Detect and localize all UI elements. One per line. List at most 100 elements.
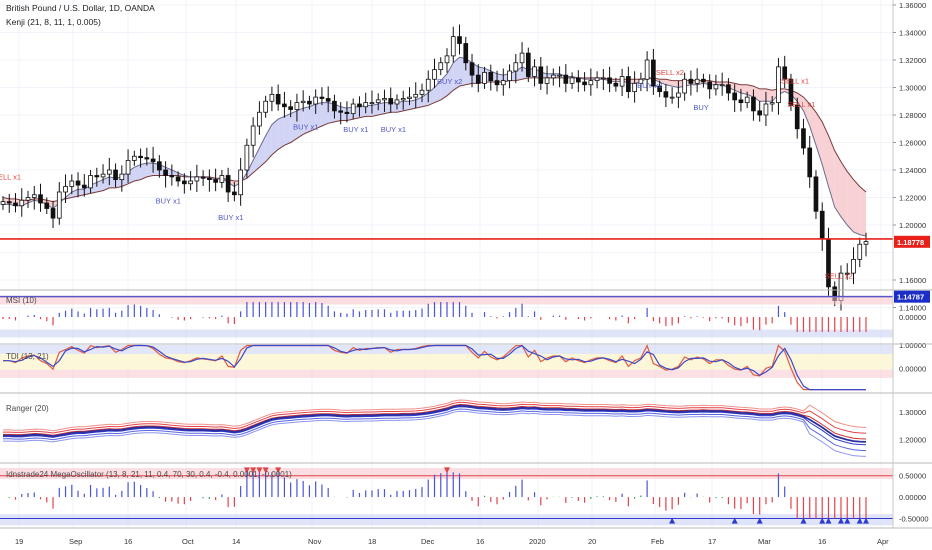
cloud-segment bbox=[390, 102, 397, 113]
time-axis-label: 17 bbox=[708, 537, 716, 546]
cloud-segment bbox=[371, 104, 379, 117]
candle-body bbox=[300, 100, 306, 104]
candle-body bbox=[269, 93, 275, 102]
price-candles bbox=[0, 24, 869, 311]
cloud-segment bbox=[171, 170, 179, 176]
mega-sell-arrow bbox=[262, 467, 269, 474]
candle-body bbox=[482, 71, 487, 84]
time-axis-label: 14 bbox=[232, 537, 240, 546]
candle-body bbox=[275, 93, 281, 105]
candle-body bbox=[638, 78, 644, 84]
cloud-segment bbox=[103, 176, 110, 191]
time-axis-label: 19 bbox=[15, 537, 23, 546]
candle-body bbox=[738, 99, 744, 104]
price-pane[interactable]: SELL x1 BUY x1 BUY x1 BUY x1 BUY x1 BUY x1 BUY… bbox=[0, 0, 909, 311]
cloud-segment bbox=[847, 171, 854, 232]
mega-buy-arrow bbox=[825, 517, 832, 524]
cloud-segment bbox=[740, 84, 748, 95]
candle-body bbox=[157, 161, 162, 171]
candle-body bbox=[75, 180, 81, 186]
candle-body bbox=[125, 159, 131, 175]
candle-body bbox=[363, 102, 369, 108]
ranger-band bbox=[3, 399, 867, 432]
candle-body bbox=[282, 103, 287, 108]
candle-body bbox=[338, 110, 344, 113]
signal-label: BUY x1 bbox=[293, 122, 318, 131]
time-axis-label: Mar bbox=[758, 537, 771, 546]
candle-body bbox=[131, 155, 137, 161]
candle-body bbox=[513, 62, 519, 72]
candle-body bbox=[94, 175, 100, 178]
candle-body bbox=[851, 258, 856, 274]
candle-body bbox=[257, 111, 262, 127]
candle-body bbox=[344, 111, 350, 115]
candle-body bbox=[550, 74, 556, 79]
candle-body bbox=[144, 157, 150, 160]
candle-body bbox=[644, 59, 650, 80]
signal-label: SELL x2 bbox=[825, 272, 853, 281]
axis-tick-label: 1.24000 bbox=[899, 166, 926, 175]
cloud-segment bbox=[365, 105, 372, 117]
candle-body bbox=[601, 77, 606, 80]
candle-body bbox=[113, 169, 118, 181]
candle-body bbox=[857, 243, 863, 260]
candle-body bbox=[69, 180, 75, 187]
candle-body bbox=[81, 184, 87, 189]
cloud-segment bbox=[409, 99, 416, 110]
time-axis[interactable]: 19 Sep 16 Oct 14 Nov 18 Dec 16 2020 20 Feb 17 Mar 16 Ap… bbox=[0, 529, 932, 550]
cloud-segment bbox=[321, 102, 329, 126]
msi-pane[interactable]: 0.00000 bbox=[0, 296, 926, 338]
cloud-segment bbox=[46, 200, 54, 209]
ranger-pane[interactable]: 1.30000 1.20000 bbox=[3, 399, 926, 457]
cloud-segment bbox=[747, 84, 754, 98]
cloud-segment bbox=[253, 148, 260, 173]
megaoscillator-pane[interactable]: 0.50000 0.00000 -0.50000 bbox=[0, 467, 929, 526]
candle-body bbox=[844, 272, 850, 275]
cloud-segment bbox=[453, 57, 460, 91]
candle-body bbox=[119, 173, 125, 181]
signal-label: SELL x1 bbox=[881, 0, 909, 2]
candle-body bbox=[657, 85, 662, 93]
cloud-segment bbox=[146, 163, 154, 177]
tdi-tick-label: 0.00000 bbox=[899, 365, 926, 374]
signal-label: BUY x1 bbox=[218, 213, 243, 222]
candle-body bbox=[250, 125, 256, 146]
candle-body bbox=[63, 186, 68, 193]
candle-body bbox=[332, 100, 337, 112]
candle-body bbox=[694, 78, 700, 84]
mega-tick-label: 0.50000 bbox=[899, 472, 926, 481]
candle-body bbox=[626, 76, 631, 93]
candle-body bbox=[538, 66, 544, 84]
candle-body bbox=[732, 92, 738, 101]
horizontal-lines[interactable] bbox=[0, 238, 893, 298]
candle-body bbox=[500, 80, 506, 86]
tdi-pane[interactable]: 1.00000 0.00000 bbox=[0, 341, 926, 391]
mega-sell-arrow bbox=[243, 467, 250, 474]
mega-buy-arrow bbox=[756, 517, 763, 524]
candle-body bbox=[6, 201, 12, 204]
candle-body bbox=[557, 74, 562, 77]
candle-body bbox=[457, 36, 462, 44]
mega-buy-arrow bbox=[863, 517, 869, 524]
price-axis[interactable]: 1.36000 1.34000 1.32000 1.30000 1.28000 1.260… bbox=[892, 0, 930, 528]
pane-separators[interactable] bbox=[0, 289, 932, 529]
ranger-tick-label: 1.30000 bbox=[899, 408, 926, 417]
cloud-segment bbox=[309, 104, 316, 132]
candle-body bbox=[44, 202, 50, 209]
cloud-segment bbox=[134, 164, 141, 181]
candle-body bbox=[407, 96, 412, 99]
cloud-segment bbox=[834, 150, 841, 217]
price-tag-label: 1.14787 bbox=[897, 293, 924, 302]
time-axis-label: 2020 bbox=[529, 537, 546, 546]
tdi-upper-zone bbox=[0, 345, 893, 354]
time-axis-label: Oct bbox=[182, 537, 195, 546]
candle-body bbox=[163, 169, 168, 176]
candle-body bbox=[25, 197, 31, 201]
candle-body bbox=[31, 194, 37, 198]
time-axis-label: Feb bbox=[651, 537, 664, 546]
msi-upper-zone bbox=[0, 296, 893, 305]
signal-label: BUY x1 bbox=[156, 197, 181, 206]
cloud-segment bbox=[809, 104, 816, 146]
time-axis-label: Sep bbox=[69, 537, 82, 546]
